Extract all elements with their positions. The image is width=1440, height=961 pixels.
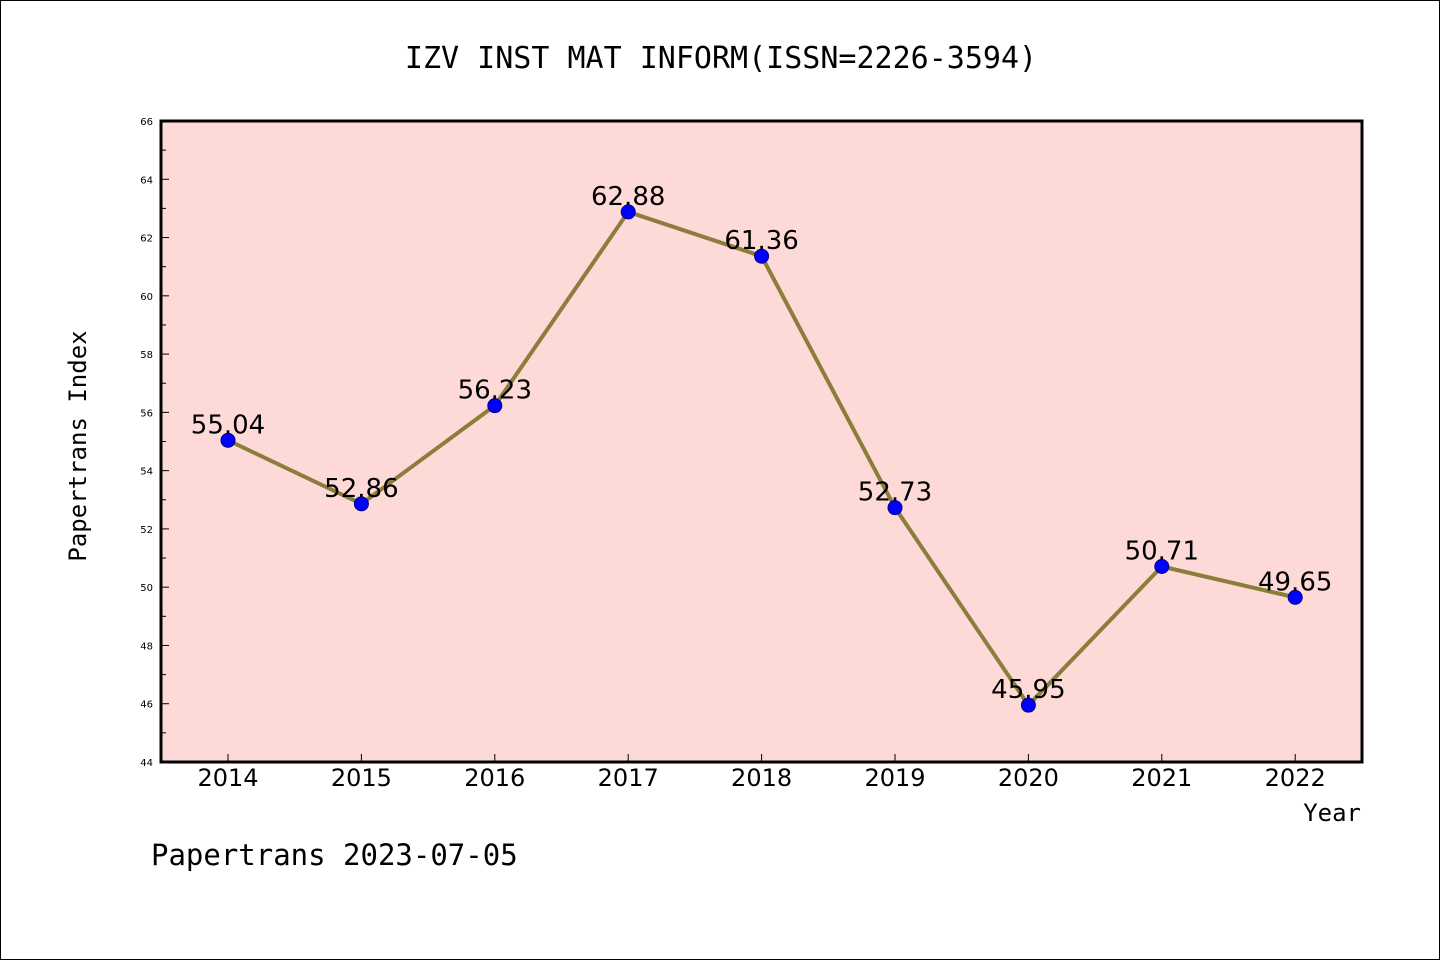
data-point-marker xyxy=(887,500,903,516)
y-tick-label: 64 xyxy=(140,175,153,186)
data-label: 55.04 xyxy=(191,410,265,440)
x-tick-label: 2019 xyxy=(864,764,925,792)
y-tick-label: 52 xyxy=(140,525,153,536)
data-label: 62.88 xyxy=(591,182,665,212)
data-point-marker xyxy=(487,398,503,414)
y-axis-label: Papertrans Index xyxy=(64,330,92,561)
data-label: 49.65 xyxy=(1258,567,1332,597)
x-tick-label: 2020 xyxy=(998,764,1059,792)
data-label: 50.71 xyxy=(1125,536,1199,566)
y-tick-label: 58 xyxy=(140,350,153,361)
y-tick-label: 60 xyxy=(140,292,153,303)
x-tick-label: 2021 xyxy=(1131,764,1192,792)
data-label: 52.86 xyxy=(324,474,398,504)
data-point-marker xyxy=(620,204,636,220)
data-label: 45.95 xyxy=(991,675,1065,705)
y-tick-label: 66 xyxy=(140,117,153,128)
data-point-marker xyxy=(1020,697,1036,713)
x-tick-label: 2017 xyxy=(598,764,659,792)
y-tick-label: 56 xyxy=(140,408,153,419)
footer-credit: Papertrans 2023-07-05 xyxy=(151,838,518,872)
data-point-marker xyxy=(754,248,770,264)
x-tick-label: 2015 xyxy=(331,764,392,792)
data-label: 52.73 xyxy=(858,478,932,508)
data-point-marker xyxy=(1154,558,1170,574)
x-axis-label: Year xyxy=(1303,799,1361,827)
y-tick-label: 46 xyxy=(140,700,153,711)
x-tick-label: 2018 xyxy=(731,764,792,792)
x-axis: 2014 2015 2016 2017 2018 2019 2020 2021 2022 xyxy=(197,754,1326,792)
y-axis: 44 46 48 50 52 54 56 58 60 62 64 66 xyxy=(140,117,169,769)
x-tick-label: 2022 xyxy=(1265,764,1326,792)
plot-area xyxy=(159,119,1364,764)
data-point-marker xyxy=(353,496,369,512)
data-point-marker xyxy=(1287,589,1303,605)
chart-title: IZV INST MAT INFORM(ISSN=2226-3594) xyxy=(405,41,1037,76)
y-tick-label: 44 xyxy=(140,758,153,769)
y-tick-label: 54 xyxy=(140,467,153,478)
y-tick-label: 50 xyxy=(140,583,153,594)
series-papertrans-index: 55.04 52.86 56.23 62.88 61.36 52.73 45.95 50.71… xyxy=(191,182,1332,713)
data-label: 61.36 xyxy=(724,226,798,256)
y-tick-label: 62 xyxy=(140,234,153,245)
y-tick-label: 48 xyxy=(140,641,153,652)
data-point-marker xyxy=(220,432,236,448)
data-label: 56.23 xyxy=(458,376,532,406)
x-tick-label: 2014 xyxy=(197,764,258,792)
x-tick-label: 2016 xyxy=(464,764,525,792)
